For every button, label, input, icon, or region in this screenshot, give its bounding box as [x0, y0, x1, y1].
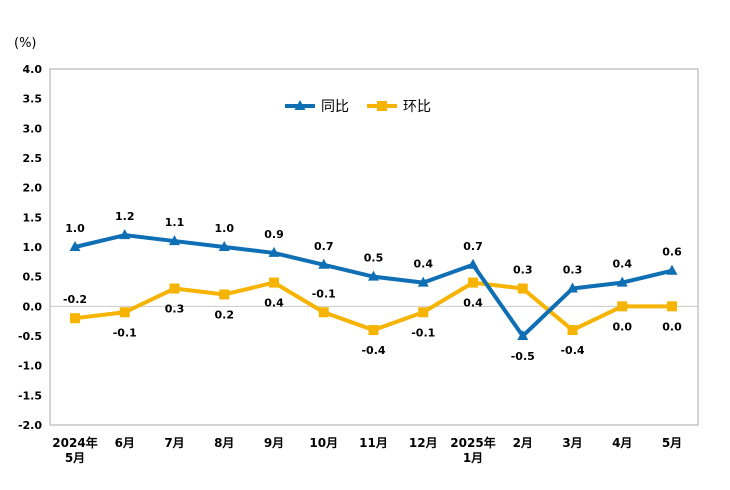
data-point-marker	[218, 241, 230, 251]
data-label: -0.4	[560, 344, 584, 357]
data-point-marker	[417, 276, 429, 287]
x-tick-label: 11月	[359, 436, 388, 450]
data-point-marker	[517, 330, 529, 340]
data-label: 0.5	[364, 252, 384, 265]
y-tick-label: -1.5	[18, 389, 42, 402]
data-point-marker	[169, 235, 180, 246]
plot-area-frame	[49, 68, 699, 426]
data-point-marker	[666, 264, 678, 275]
y-tick-label: -2.0	[18, 419, 42, 432]
data-label: 1.0	[65, 222, 85, 235]
data-point-marker	[219, 289, 230, 300]
x-tick-label: 2月	[513, 436, 533, 450]
y-tick-label: 2.0	[23, 182, 43, 195]
data-label: 0.3	[563, 264, 583, 277]
legend-label: 同比	[321, 99, 349, 115]
y-tick-label: 3.5	[23, 93, 43, 106]
data-point-marker	[169, 283, 180, 294]
y-axis-unit-label: (%)	[14, 36, 37, 51]
y-tick-label: 0.0	[23, 300, 43, 313]
data-label: -0.1	[113, 326, 137, 339]
y-tick-label: 2.5	[23, 152, 43, 165]
data-label: 1.0	[215, 222, 235, 235]
data-point-marker	[119, 307, 130, 318]
data-point-marker	[567, 325, 578, 336]
data-label: 0.6	[662, 246, 682, 259]
y-tick-label: -0.5	[18, 330, 42, 343]
data-point-marker	[418, 307, 429, 318]
data-label: -0.5	[511, 350, 535, 363]
data-point-marker	[368, 325, 379, 336]
data-point-marker	[318, 307, 329, 318]
data-label: 1.1	[165, 216, 185, 229]
data-label: 1.2	[115, 210, 135, 223]
data-point-marker	[517, 283, 528, 294]
data-point-marker	[368, 270, 379, 281]
data-label: -0.1	[411, 326, 435, 339]
x-tick-label: 2025年	[450, 435, 495, 450]
data-point-marker	[667, 301, 677, 312]
x-tick-label: 5月	[65, 451, 85, 465]
data-label: 0.7	[463, 240, 483, 253]
legend: 同比 环比	[285, 99, 431, 115]
y-tick-label: 0.5	[23, 271, 43, 284]
data-label: -0.4	[361, 344, 385, 357]
data-label: 0.2	[215, 308, 235, 321]
x-tick-label: 5月	[662, 436, 682, 450]
x-tick-label: 12月	[409, 436, 438, 450]
data-point-marker	[269, 277, 279, 288]
data-label: 0.9	[264, 228, 284, 241]
data-point-marker	[617, 301, 628, 312]
x-tick-label: 3月	[562, 436, 582, 450]
legend-marker	[377, 101, 387, 111]
x-tick-label: 2024年	[52, 435, 97, 450]
x-tick-label: 8月	[214, 436, 234, 450]
data-point-marker	[567, 282, 578, 293]
x-tick-label: 4月	[612, 436, 632, 450]
series-layer	[69, 229, 678, 340]
data-label: 0.4	[613, 258, 633, 271]
x-tick-label: 1月	[463, 451, 483, 465]
x-tick-label: 9月	[264, 436, 284, 450]
data-point-marker	[119, 229, 131, 240]
data-label: -0.2	[63, 293, 87, 306]
legend-marker	[294, 100, 306, 110]
y-tick-label: 1.5	[23, 211, 43, 224]
x-tick-label: 6月	[115, 436, 135, 450]
data-point-marker	[468, 277, 478, 288]
data-label: 0.3	[513, 264, 533, 277]
data-labels-layer: -0.2 -0.1 0.3 0.2 0.4 -0.1 -0.4 -0.1 0.4 0.3 -0.4 0…	[63, 210, 682, 363]
y-tick-label: 3.0	[23, 122, 43, 135]
data-point-marker	[467, 258, 479, 269]
y-tick-label: 1.0	[23, 241, 43, 254]
series-line-0	[74, 233, 673, 338]
data-point-marker	[268, 246, 280, 257]
y-tick-label: -1.0	[18, 360, 42, 373]
y-axis-ticks: 4.0 3.5 3.0 2.5 2.0 1.5 1.0 0.5 0.0 -0.5 -1.0 -1.5 -…	[18, 63, 42, 432]
data-label: 0.0	[662, 320, 682, 333]
data-point-marker	[616, 276, 628, 287]
legend-label: 环比	[403, 99, 431, 115]
y-tick-label: 4.0	[23, 63, 43, 76]
data-label: 0.7	[314, 240, 334, 253]
data-label: -0.1	[312, 287, 336, 300]
data-label: 0.4	[264, 297, 284, 310]
data-label: 0.4	[463, 297, 483, 310]
data-label: 0.0	[613, 320, 633, 333]
data-point-marker	[318, 258, 330, 269]
data-point-marker	[69, 241, 81, 251]
x-tick-label: 7月	[164, 436, 184, 450]
data-label: 0.3	[165, 303, 185, 316]
x-tick-label: 10月	[309, 436, 338, 450]
data-label: 0.4	[414, 258, 434, 271]
data-point-marker	[70, 313, 80, 324]
